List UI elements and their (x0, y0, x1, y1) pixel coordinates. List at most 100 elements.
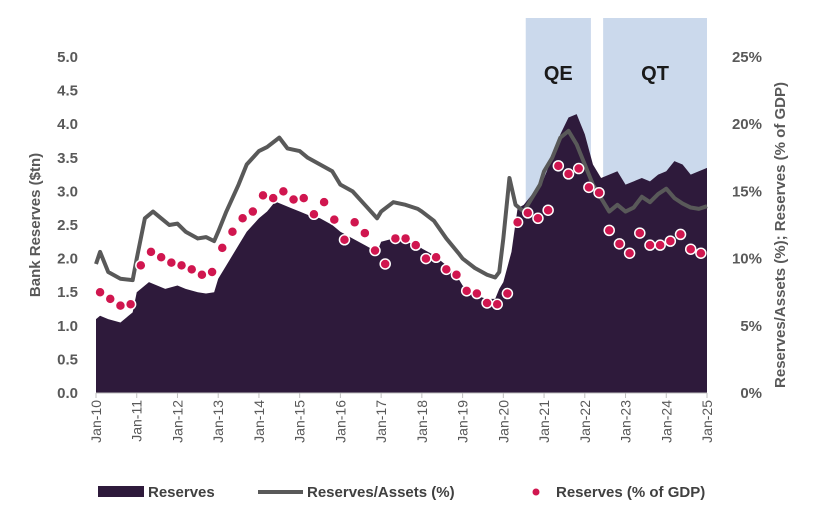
reserves-gdp-dot (135, 259, 147, 272)
reserves-gdp-dot (674, 228, 687, 241)
reserves-gdp-dot (501, 287, 514, 300)
x-tick-label: Jan-22 (577, 400, 593, 443)
reserves-gdp-dot (206, 266, 218, 278)
reserves-gdp-dot (552, 160, 565, 172)
left-tick-label: 1.5 (57, 284, 78, 301)
reserves-gdp-dot (522, 207, 534, 219)
left-tick-label: 4.5 (57, 83, 78, 100)
x-tick-label: Jan-11 (129, 400, 145, 442)
reserves-gdp-dot (440, 263, 453, 276)
reserves-gdp-dot (684, 243, 697, 255)
x-tick-label: Jan-16 (332, 400, 348, 443)
legend-ratio-label: Reserves/Assets (%) (307, 484, 455, 501)
reserves-area-layer (96, 114, 707, 394)
legend: Reserves Reserves/Assets (%) Reserves (%… (98, 484, 705, 501)
reserves-gdp-dot (318, 196, 330, 208)
reserves-gdp-dot (420, 252, 432, 265)
reserves-gdp-dots-layer (94, 160, 707, 312)
right-axis-title: Reserves/Assets (%); Reserves (% of GDP) (772, 82, 789, 388)
reserves-gdp-dot (572, 162, 585, 175)
x-tick-label: Jan-14 (251, 400, 267, 443)
right-tick-label: 5% (740, 318, 762, 335)
reserves-gdp-dot (277, 185, 290, 198)
left-tick-label: 0.0 (57, 385, 78, 402)
reserves-gdp-dot (481, 297, 493, 309)
reserves-gdp-dot (267, 192, 279, 204)
reserves-gdp-dot (491, 298, 503, 311)
legend-gdp-swatch (532, 488, 540, 496)
band-label-qe: QE (544, 63, 573, 85)
reserves-gdp-dot (369, 244, 381, 257)
reserves-gdp-dot (410, 239, 422, 251)
x-tick-label: Jan-20 (495, 400, 511, 443)
reserves-gdp-dot (593, 186, 605, 199)
x-axis-ticks: Jan-10 Jan-11 Jan-12 Jan-13 Jan-14 Jan-15 Jan-… (88, 393, 715, 443)
x-tick-label: Jan-25 (699, 400, 715, 443)
reserves-gdp-dot (328, 213, 341, 226)
band-label-qt: QT (641, 63, 669, 85)
left-tick-label: 4.0 (57, 116, 78, 133)
x-tick-label: Jan-19 (455, 400, 471, 443)
reserves-gdp-dot (297, 192, 310, 204)
right-tick-label: 10% (732, 251, 762, 268)
left-tick-label: 0.5 (57, 351, 78, 368)
left-tick-label: 3.0 (57, 183, 78, 200)
reserves-gdp-dot (511, 216, 524, 229)
reserves-gdp-dot (114, 299, 127, 312)
reserves-gdp-dot (399, 232, 412, 245)
reserves-gdp-dot (430, 251, 442, 264)
reserves-gdp-dot (216, 242, 229, 254)
reserves-gdp-dot (644, 239, 656, 251)
reserves-gdp-dot (247, 205, 259, 218)
right-tick-label: 0% (740, 385, 762, 402)
band-labels: QE QT (544, 63, 669, 85)
left-tick-label: 3.5 (57, 150, 78, 167)
left-axis-title: Bank Reserves ($tn) (27, 153, 44, 297)
reserves-gdp-dot (562, 168, 575, 180)
reserves-gdp-dot (257, 189, 269, 202)
x-tick-label: Jan-15 (292, 400, 308, 443)
reserves-gdp-dot (236, 212, 249, 225)
reserves-gdp-dot (308, 208, 320, 220)
x-tick-label: Jan-17 (373, 400, 389, 443)
x-tick-label: Jan-10 (88, 400, 104, 443)
reserves-gdp-dot (695, 247, 707, 259)
reserves-gdp-dot (664, 235, 677, 247)
reserves-gdp-dot (471, 287, 483, 300)
right-tick-label: 20% (732, 116, 762, 133)
legend-reserves-label: Reserves (148, 484, 215, 501)
left-tick-label: 2.5 (57, 217, 78, 234)
reserves-gdp-dot (542, 204, 554, 216)
reserves-gdp-dot (460, 285, 473, 297)
x-tick-label: Jan-21 (536, 400, 552, 443)
reserves-assets-line-layer (94, 128, 708, 283)
left-tick-label: 5.0 (57, 49, 78, 66)
reserves-gdp-dot (338, 234, 351, 246)
reserves-gdp-dot (185, 263, 198, 276)
reserves-gdp-dot (613, 238, 626, 250)
reserves-gdp-dot (450, 268, 463, 281)
reserves-gdp-dot (175, 259, 188, 272)
reserves-gdp-dot (287, 193, 300, 206)
right-tick-label: 25% (732, 49, 762, 66)
left-axis-ticks: 0.0 0.5 1.0 1.5 2.0 2.5 3.0 3.5 4.0 4.5 5.0 (57, 49, 78, 402)
x-tick-label: Jan-24 (658, 400, 674, 443)
x-tick-label: Jan-13 (210, 400, 226, 443)
reserves-gdp-dot (226, 225, 239, 238)
reserves-assets-line (94, 128, 708, 283)
reserves-area (96, 114, 707, 394)
reserves-gdp-dot (379, 258, 391, 270)
legend-gdp-label: Reserves (% of GDP) (556, 484, 705, 501)
reserves-gdp-dot (124, 298, 137, 311)
reserves-gdp-dot (389, 232, 402, 245)
reserves-gdp-dot (145, 246, 157, 258)
reserves-gdp-dot (155, 251, 167, 264)
x-tick-label: Jan-23 (618, 400, 634, 443)
reserves-gdp-dot (104, 293, 117, 305)
reserves-gdp-dot (623, 247, 636, 259)
reserves-gdp-dot (359, 227, 371, 239)
left-tick-label: 1.0 (57, 318, 78, 335)
reserves-gdp-dot (94, 286, 106, 298)
x-tick-label: Jan-18 (414, 400, 430, 443)
